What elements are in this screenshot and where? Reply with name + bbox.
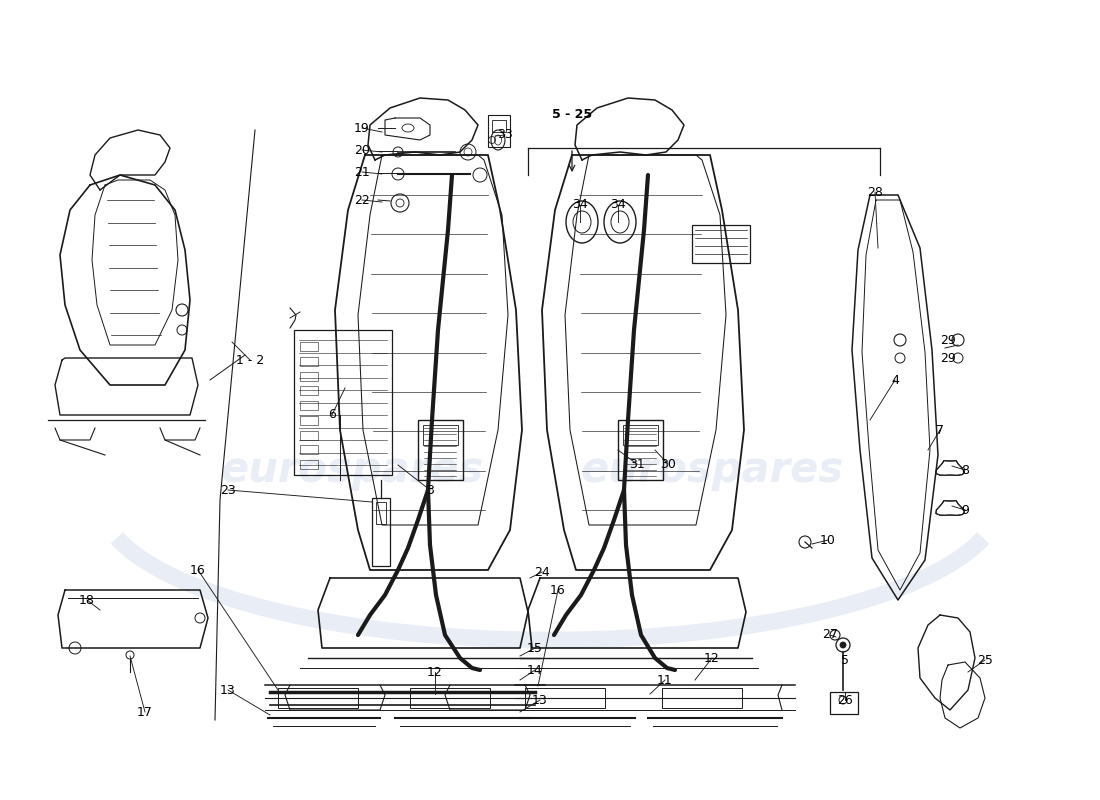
Text: 34: 34 [572,198,587,211]
Text: 29: 29 [940,334,956,346]
Bar [300,416,318,425]
Text: eurospares: eurospares [220,449,483,491]
Text: 28: 28 [867,186,883,198]
Bar [830,692,858,714]
Bar [294,330,392,475]
Text: 16: 16 [550,583,565,597]
Bar [278,688,358,708]
Text: 26: 26 [837,694,852,706]
Text: 15: 15 [527,642,543,654]
Bar [492,120,506,132]
Text: 31: 31 [629,458,645,470]
Text: 13: 13 [532,694,548,706]
Text: 8: 8 [961,463,969,477]
Bar [418,420,463,480]
Text: 16: 16 [190,563,206,577]
Text: 27: 27 [822,629,838,642]
Bar [618,420,663,480]
Circle shape [840,642,846,648]
Text: 34: 34 [610,198,626,211]
Text: 7: 7 [936,423,944,437]
Text: 4: 4 [891,374,899,386]
Text: 19: 19 [354,122,370,134]
Text: 5: 5 [842,654,849,666]
Bar [525,688,605,708]
Text: 21: 21 [354,166,370,178]
Text: 18: 18 [79,594,95,606]
Text: 25: 25 [977,654,993,666]
Bar [662,688,742,708]
Bar [692,225,750,263]
Bar [300,357,318,366]
Bar [300,460,318,469]
Bar [300,446,318,454]
Text: eurospares: eurospares [580,449,843,491]
Bar [300,342,318,351]
Text: 1 - 2: 1 - 2 [235,354,264,366]
Text: 13: 13 [220,683,235,697]
Text: 24: 24 [535,566,550,578]
Text: 10: 10 [821,534,836,546]
Bar [623,425,658,445]
Text: 22: 22 [354,194,370,206]
Text: 11: 11 [657,674,673,686]
Text: 33: 33 [497,129,513,142]
Bar [372,498,390,566]
Text: 5 - 25: 5 - 25 [552,109,592,122]
Bar [300,401,318,410]
Bar [300,386,318,395]
Bar [410,688,490,708]
Bar [424,425,458,445]
Text: 29: 29 [940,351,956,365]
Text: 17: 17 [138,706,153,718]
Bar [300,430,318,439]
Text: 14: 14 [527,663,543,677]
Text: 23: 23 [220,483,235,497]
Bar [376,502,386,524]
Text: 9: 9 [961,503,969,517]
Bar [488,115,510,147]
Text: 30: 30 [660,458,675,470]
Text: 12: 12 [427,666,443,678]
Text: 6: 6 [328,409,336,422]
Bar [300,371,318,381]
Text: 3: 3 [426,483,433,497]
Text: 20: 20 [354,143,370,157]
Text: 12: 12 [704,651,719,665]
